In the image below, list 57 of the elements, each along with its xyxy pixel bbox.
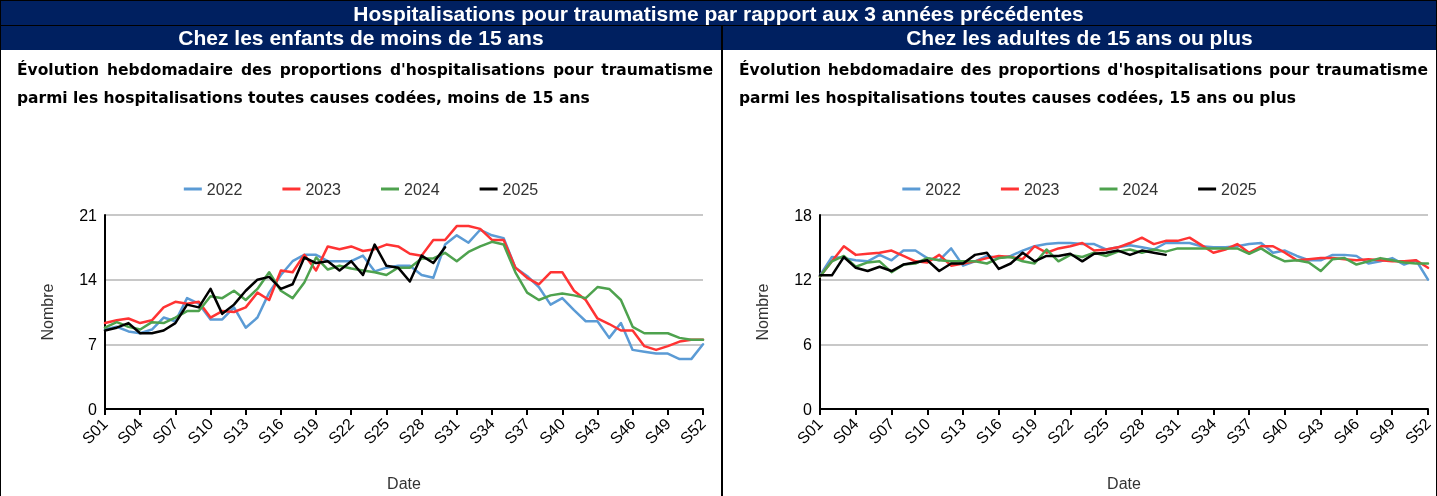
x-tick-label: S10 bbox=[901, 414, 934, 448]
legend-label: 2025 bbox=[1221, 180, 1257, 198]
chart-subtitle: Évolution hebdomadaire des proportions d'hospitalisations pour traumatisme parmi les hospitalisations toutes causes codées, 15 ans ou plus bbox=[738, 59, 1429, 109]
chart-title: Chez les adultes de 15 ans ou plus bbox=[723, 26, 1436, 50]
y-tick-label: 14 bbox=[79, 271, 98, 289]
legend-label: 2022 bbox=[925, 180, 962, 198]
x-tick-label: S25 bbox=[1079, 414, 1113, 448]
y-tick-label: 21 bbox=[79, 206, 98, 224]
x-tick-label: S43 bbox=[571, 414, 604, 448]
x-tick-label: S31 bbox=[430, 414, 463, 448]
x-tick-label: S46 bbox=[606, 414, 639, 448]
x-tick-label: S04 bbox=[829, 414, 862, 448]
legend-label: 2023 bbox=[1023, 180, 1060, 198]
y-tick-label: 6 bbox=[803, 335, 813, 353]
x-tick-label: S16 bbox=[254, 414, 287, 448]
x-tick-label: S40 bbox=[1258, 414, 1292, 448]
x-tick-label: S25 bbox=[360, 414, 393, 448]
x-tick-label: S04 bbox=[114, 414, 147, 448]
legend-label: 2024 bbox=[404, 180, 440, 198]
legend-label: 2023 bbox=[305, 180, 342, 198]
y-tick-label: 12 bbox=[794, 271, 813, 289]
y-tick-label: 7 bbox=[88, 335, 98, 353]
x-tick-label: S28 bbox=[1115, 414, 1148, 448]
x-tick-label: S19 bbox=[1008, 414, 1041, 448]
y-axis-title: Nombre bbox=[753, 283, 771, 341]
y-tick-label: 18 bbox=[794, 206, 813, 224]
x-tick-label: S13 bbox=[219, 414, 252, 448]
x-tick-label: S37 bbox=[500, 414, 534, 448]
legend-label: 2024 bbox=[1122, 180, 1159, 198]
legend-label: 2025 bbox=[502, 180, 539, 198]
x-tick-label: S34 bbox=[465, 414, 499, 448]
x-tick-label: S22 bbox=[1044, 414, 1077, 448]
x-tick-label: S43 bbox=[1294, 414, 1327, 448]
x-tick-label: S28 bbox=[395, 414, 428, 448]
x-axis-title: Date bbox=[1107, 474, 1141, 492]
x-tick-label: S52 bbox=[676, 414, 710, 448]
x-tick-label: S07 bbox=[865, 414, 898, 448]
y-axis-title: Nombre bbox=[38, 283, 56, 341]
x-axis-title: Date bbox=[387, 474, 421, 492]
legend-label: 2022 bbox=[206, 180, 243, 198]
x-tick-label: S49 bbox=[641, 414, 674, 448]
x-tick-label: S07 bbox=[149, 414, 182, 448]
x-tick-label: S46 bbox=[1330, 414, 1363, 448]
x-tick-label: S40 bbox=[536, 414, 569, 448]
text: Hospitalisations pour traumatisme par rapport aux 3 années précédentes bbox=[0, 0, 1437, 26]
chart-title: Chez les enfants de moins de 15 ans bbox=[1, 26, 721, 50]
x-tick-label: S19 bbox=[289, 414, 323, 448]
x-tick-label: S16 bbox=[972, 414, 1005, 448]
x-tick-label: S22 bbox=[325, 414, 358, 448]
x-tick-label: S37 bbox=[1223, 414, 1256, 448]
x-tick-label: S13 bbox=[936, 414, 970, 448]
x-tick-label: S52 bbox=[1401, 414, 1435, 448]
chart-subtitle: Évolution hebdomadaire des proportions d'hospitalisations pour traumatisme parmi les hospitalisations toutes causes codées, moins de 15 ans bbox=[16, 59, 714, 109]
x-tick-label: S49 bbox=[1366, 414, 1399, 448]
x-tick-label: S34 bbox=[1187, 414, 1220, 448]
x-tick-label: S10 bbox=[184, 414, 217, 448]
x-tick-label: S31 bbox=[1151, 414, 1184, 448]
